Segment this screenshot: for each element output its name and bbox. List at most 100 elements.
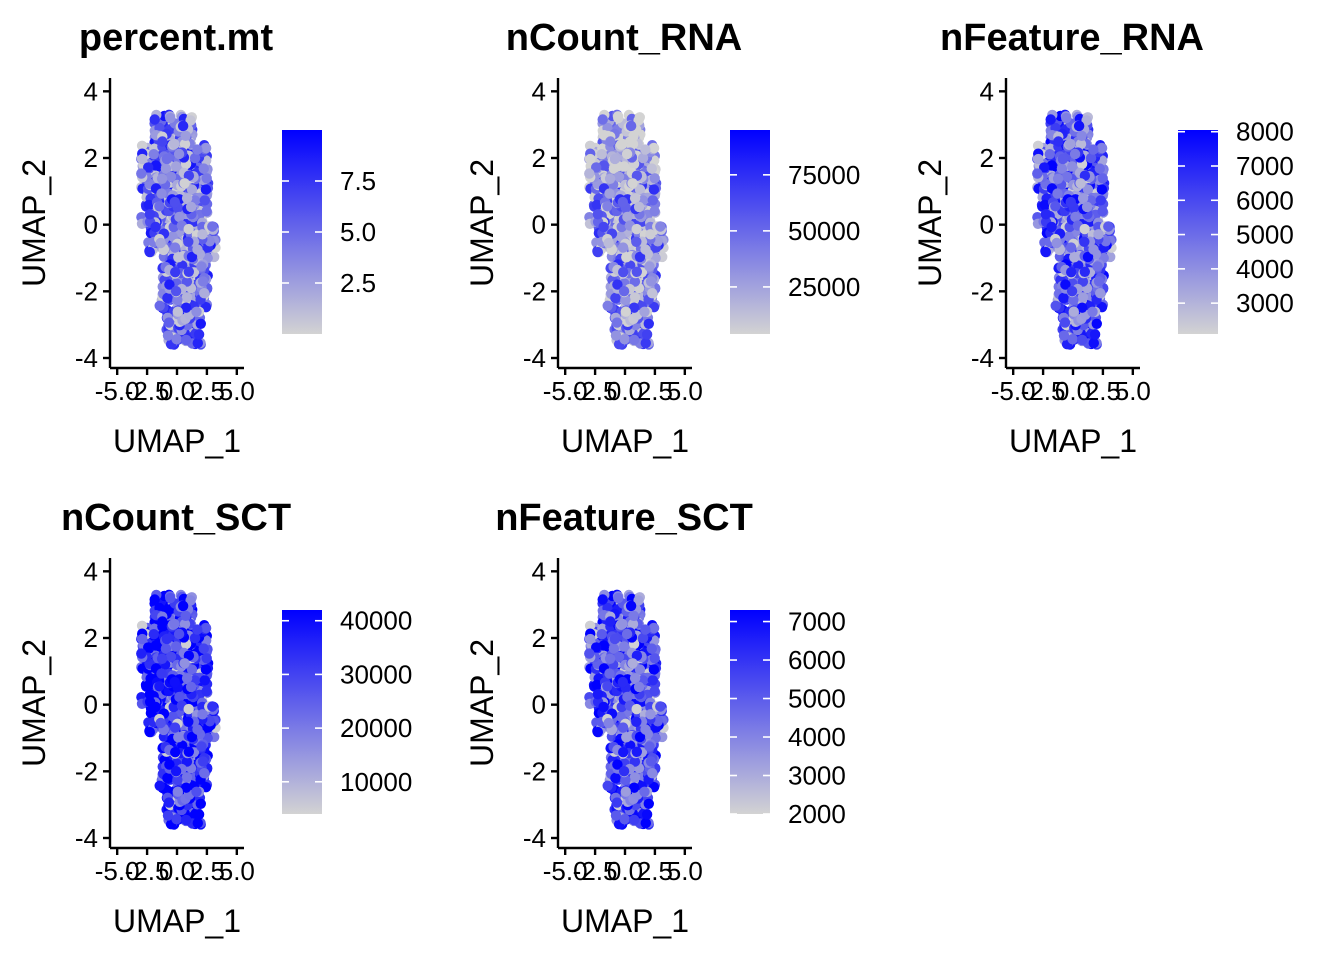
- data-point: [597, 594, 608, 605]
- data-point: [172, 306, 183, 317]
- y-tick-label: -4: [75, 823, 98, 853]
- data-point: [628, 302, 640, 313]
- data-point: [631, 236, 642, 247]
- data-point: [165, 592, 176, 604]
- y-axis-title: UMAP_2: [912, 159, 948, 287]
- data-point: [604, 173, 616, 184]
- legend-tick-label: 7000: [788, 607, 846, 637]
- x-tick-label: 5.0: [667, 856, 703, 886]
- data-point: [1088, 244, 1099, 255]
- data-point: [169, 242, 181, 253]
- data-point: [628, 334, 640, 346]
- data-point: [1093, 276, 1105, 287]
- data-point: [592, 726, 603, 738]
- data-point: [609, 633, 621, 645]
- data-point: [197, 709, 208, 720]
- data-point: [177, 120, 189, 132]
- y-tick-label: 2: [84, 143, 98, 173]
- x-tick-label: -2.5: [125, 856, 170, 886]
- data-point: [631, 746, 642, 757]
- legend-tick-label: 5000: [788, 684, 846, 714]
- data-point: [136, 648, 147, 659]
- data-point: [625, 120, 637, 132]
- data-point: [645, 756, 657, 767]
- data-point: [602, 300, 613, 311]
- data-point: [617, 676, 628, 688]
- data-point: [584, 140, 596, 151]
- data-point: [1097, 173, 1108, 184]
- data-point: [185, 115, 196, 126]
- data-point: [613, 651, 625, 662]
- x-tick-label: -5.0: [543, 376, 588, 406]
- data-point: [619, 641, 630, 652]
- legend-tick-label: 8000: [1236, 117, 1294, 147]
- x-axis-title: UMAP_1: [1009, 423, 1137, 459]
- data-point: [196, 261, 207, 272]
- y-tick-label: -4: [75, 343, 98, 373]
- data-point: [629, 673, 641, 684]
- data-point: [613, 171, 625, 182]
- data-point: [1095, 288, 1106, 299]
- data-point: [180, 334, 192, 346]
- data-point: [173, 252, 184, 263]
- data-point: [1033, 153, 1044, 165]
- data-point: [608, 643, 620, 654]
- data-point: [181, 673, 193, 684]
- y-axis-title: UMAP_2: [16, 159, 52, 287]
- data-point: [1067, 334, 1078, 345]
- data-point: [179, 618, 191, 630]
- data-point: [641, 809, 653, 820]
- y-tick-label: 0: [532, 690, 546, 720]
- data-point: [629, 756, 641, 767]
- data-point: [181, 756, 193, 767]
- x-tick-label: 0.0: [1055, 376, 1091, 406]
- legend-tick-label: 75000: [788, 160, 860, 190]
- data-point: [631, 266, 642, 277]
- data-point: [619, 334, 630, 345]
- data-point: [617, 618, 628, 630]
- data-point: [1065, 196, 1076, 208]
- data-point: [644, 741, 655, 752]
- data-point: [195, 318, 206, 329]
- data-point: [618, 766, 630, 777]
- data-point: [163, 317, 175, 328]
- data-point: [150, 221, 161, 233]
- y-axis-title: UMAP_2: [16, 639, 52, 767]
- feature-panel-nfeature-sct: nFeature_SCT420-2-4-5.0-2.50.02.55.0UMAP…: [464, 497, 846, 939]
- data-point: [1046, 221, 1057, 233]
- data-point: [157, 136, 168, 147]
- data-point: [1051, 237, 1062, 249]
- data-point: [154, 300, 165, 311]
- data-point: [1075, 178, 1086, 189]
- data-point: [174, 691, 185, 703]
- data-point: [634, 664, 646, 675]
- data-point: [1076, 302, 1088, 313]
- data-point: [1079, 266, 1090, 277]
- data-point: [1103, 221, 1114, 232]
- data-point: [143, 162, 154, 173]
- x-tick-label: 2.5: [637, 376, 673, 406]
- data-point: [173, 628, 185, 640]
- data-point: [174, 211, 185, 223]
- data-point: [1096, 142, 1108, 154]
- data-point: [649, 206, 660, 217]
- data-point: [1039, 199, 1051, 211]
- data-point: [181, 193, 193, 204]
- data-point: [155, 237, 166, 249]
- data-point: [612, 759, 623, 770]
- data-point: [162, 330, 174, 341]
- x-axis-title: UMAP_1: [561, 903, 689, 939]
- y-tick-label: 4: [84, 556, 98, 586]
- data-point: [1092, 261, 1103, 272]
- data-point: [189, 632, 201, 644]
- data-point: [136, 140, 148, 151]
- data-point: [1040, 209, 1052, 220]
- data-point: [648, 622, 660, 634]
- x-tick-label: 5.0: [219, 856, 255, 886]
- data-point: [613, 592, 624, 604]
- legend-tick-label: 2.5: [340, 268, 376, 298]
- data-point: [1032, 140, 1044, 151]
- legend-tick-label: 4000: [1236, 254, 1294, 284]
- data-point: [183, 746, 194, 757]
- data-point: [629, 292, 641, 303]
